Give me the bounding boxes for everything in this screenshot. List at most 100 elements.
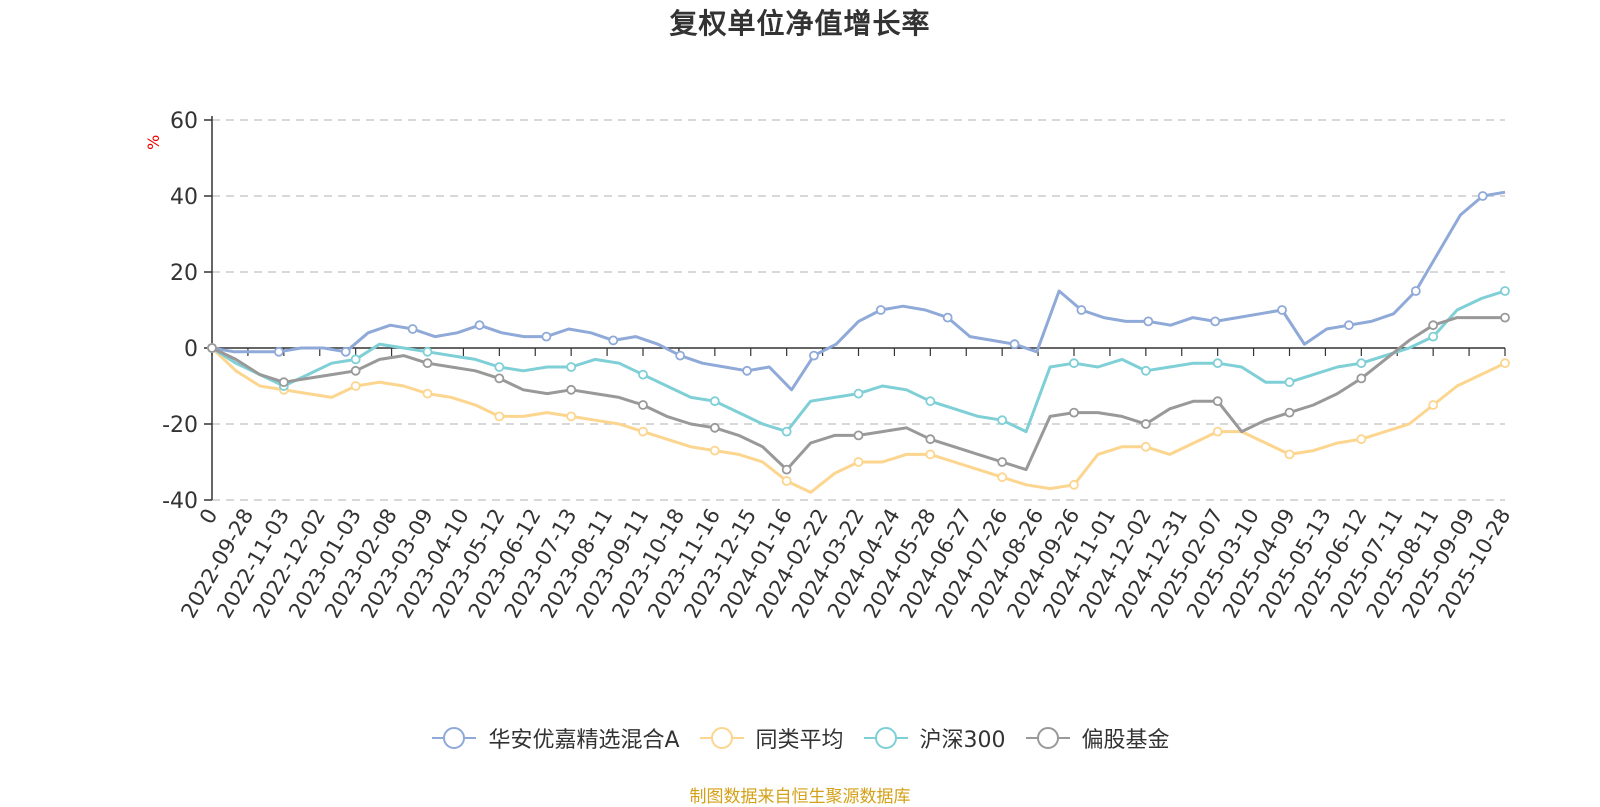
data-point [1344, 320, 1354, 331]
data-point [407, 324, 418, 334]
data-point [942, 312, 953, 323]
data-point [541, 331, 552, 342]
data-point [997, 415, 1008, 426]
chart-title: 复权单位净值增长率 [669, 7, 931, 40]
data-point [350, 381, 361, 391]
data-point [494, 362, 505, 372]
legend-line-circle-icon [432, 727, 477, 749]
source-footer: 制图数据来自恒生聚源数据库 [689, 787, 911, 807]
data-point [278, 377, 289, 388]
data-point [925, 396, 936, 407]
data-point [675, 350, 686, 361]
data-point [1069, 407, 1079, 418]
data-point [1009, 339, 1020, 350]
legend-line-circle-icon [1025, 727, 1070, 749]
data-point [853, 388, 864, 399]
data-point [709, 422, 720, 433]
data-point [422, 358, 433, 369]
data-point [350, 365, 361, 376]
data-point [853, 457, 864, 467]
data-point [781, 426, 792, 437]
data-point [1284, 407, 1295, 418]
data-point [1140, 441, 1151, 452]
grid-lines [212, 119, 1505, 501]
data-point [853, 430, 864, 441]
legend-line-circle-icon [699, 727, 744, 749]
data-point [638, 369, 648, 380]
data-point [1210, 316, 1221, 327]
data-point [566, 384, 577, 395]
data-point [781, 464, 792, 475]
data-point [1284, 377, 1295, 388]
axes [204, 116, 1506, 501]
data-point [474, 320, 485, 331]
data-point [1356, 358, 1367, 369]
data-point [494, 411, 505, 422]
data-point [638, 400, 648, 410]
data-point [1069, 479, 1079, 490]
legend-item-3[interactable]: 偏股基金 [1024, 722, 1170, 754]
x-tick-label: 0 [195, 505, 222, 529]
data-point [997, 472, 1008, 483]
data-point [638, 426, 648, 437]
data-point [1356, 373, 1367, 384]
legend-item-2[interactable]: 沪深300 [862, 722, 1006, 754]
y-tick-label: 60 [170, 109, 198, 134]
legend-label: 华安优嘉精选混合A [488, 728, 680, 753]
data-point [1500, 312, 1510, 323]
data-point [997, 457, 1008, 467]
y-tick-label: 20 [170, 261, 198, 286]
legend-label: 同类平均 [755, 728, 844, 753]
series-lines [207, 190, 1510, 494]
data-point [709, 396, 720, 407]
y-tick-label: -40 [162, 489, 198, 514]
data-point [1428, 320, 1439, 331]
data-point [1410, 286, 1421, 296]
legend-line-circle-icon [863, 727, 908, 749]
legend-item-0[interactable]: 华安优嘉精选混合A [430, 722, 680, 754]
data-point [207, 343, 217, 353]
data-point [422, 388, 433, 399]
data-point [1140, 365, 1151, 376]
data-point [1212, 396, 1223, 407]
data-point [781, 476, 792, 486]
y-tick-label: -20 [162, 413, 198, 438]
data-point [350, 354, 361, 365]
legend-label: 偏股基金 [1081, 728, 1170, 753]
data-point [494, 373, 505, 384]
legend-item-1[interactable]: 同类平均 [698, 722, 844, 754]
data-point [1284, 449, 1295, 460]
data-point [1356, 434, 1367, 445]
y-tick-label: 40 [170, 185, 198, 210]
legend-label: 沪深300 [919, 728, 1006, 753]
data-point [608, 335, 619, 346]
data-point [925, 449, 936, 460]
data-point [1140, 419, 1151, 429]
data-point [875, 305, 886, 315]
data-point [1076, 305, 1087, 315]
series-line-0 [211, 190, 1506, 392]
data-point [1500, 358, 1510, 369]
data-point [709, 445, 720, 456]
legend: 华安优嘉精选混合A 同类平均 沪深300 偏股基金 [0, 722, 1600, 754]
data-point [809, 350, 819, 361]
series-line-2 [211, 289, 1506, 434]
data-point [340, 346, 351, 357]
data-point [566, 362, 577, 372]
data-point [1428, 331, 1439, 342]
data-point [1143, 316, 1154, 327]
data-point [925, 434, 936, 445]
data-point [1500, 286, 1510, 296]
data-point [1477, 191, 1488, 201]
data-point [566, 411, 577, 422]
data-point [1212, 358, 1223, 369]
data-point [1212, 426, 1223, 437]
data-point [422, 346, 433, 357]
data-point [1428, 400, 1439, 410]
data-point [742, 365, 752, 376]
data-point [1277, 305, 1287, 315]
y-tick-label: 0 [184, 337, 198, 362]
data-point [1069, 358, 1079, 369]
series-line-1 [210, 346, 1506, 494]
